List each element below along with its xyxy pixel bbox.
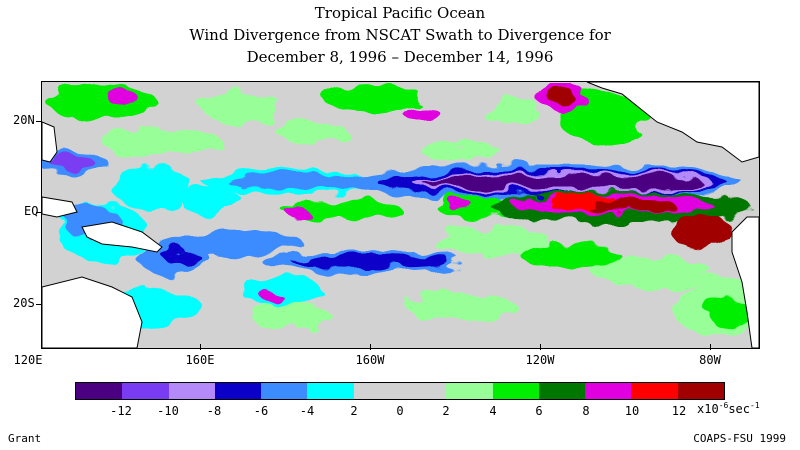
title-line-1: Tropical Pacific Ocean <box>314 4 486 22</box>
indonesia-land <box>42 196 78 218</box>
new-guinea-land <box>81 221 163 253</box>
colorbar-tick-label: 0 <box>396 404 404 418</box>
lon-tick <box>370 344 371 350</box>
footer-author: Grant <box>8 432 42 445</box>
philippines-land <box>42 121 58 163</box>
colorbar-swatch <box>307 383 354 399</box>
title-line-2: Wind Divergence from NSCAT Swath to Dive… <box>189 26 611 44</box>
lon-label-120w: 120W <box>525 353 555 367</box>
lat-label-20s: 20S <box>13 296 35 310</box>
colorbar-swatch <box>585 383 632 399</box>
australia-land <box>42 276 143 348</box>
colorbar-tick-label: -12 <box>110 404 132 418</box>
colorbar-swatch <box>168 383 215 399</box>
footer-credit: COAPS-FSU 1999 <box>693 432 786 445</box>
colorbar-tick-label: -4 <box>299 404 315 418</box>
divergence-map <box>41 81 760 349</box>
colorbar-swatch <box>631 383 678 399</box>
colorbar-swatch <box>353 383 400 399</box>
colorbar-swatch <box>492 383 539 399</box>
colorbar-swatch <box>538 383 586 399</box>
lon-tick <box>540 344 541 350</box>
lon-label-160w: 160W <box>355 353 385 367</box>
colorbar-tick-label: 10 <box>624 404 640 418</box>
lat-tick <box>36 212 42 213</box>
lat-tick <box>36 121 42 122</box>
central-america-land <box>586 82 759 163</box>
coastlines <box>42 82 759 348</box>
colorbar-tick-label: -6 <box>253 404 269 418</box>
lat-label-20n: 20N <box>13 113 35 127</box>
lon-tick <box>710 344 711 350</box>
colorbar-tick-label: 8 <box>582 404 590 418</box>
colorbar-tick-label: 12 <box>671 404 687 418</box>
colorbar-swatch <box>214 383 262 399</box>
colorbar-tick-label: 2 <box>350 404 358 418</box>
colorbar-tick-label: -8 <box>206 404 222 418</box>
lat-tick <box>36 304 42 305</box>
colorbar-swatch <box>399 383 447 399</box>
colorbar-tick-label: 4 <box>489 404 497 418</box>
colorbar-tick-label: -10 <box>157 404 179 418</box>
colorbar-swatch <box>76 383 123 399</box>
colorbar <box>75 382 725 400</box>
colorbar-swatch <box>677 383 724 399</box>
lon-label-120e: 120E <box>13 353 43 367</box>
lon-label-160e: 160E <box>185 353 215 367</box>
colorbar-units: x10-6sec-1 <box>697 401 760 416</box>
colorbar-swatch <box>446 383 493 399</box>
colorbar-swatch <box>261 383 308 399</box>
colorbar-tick-label: 6 <box>535 404 543 418</box>
colorbar-swatch <box>122 383 169 399</box>
south-america-land <box>731 216 759 348</box>
lon-label-80w: 80W <box>699 353 721 367</box>
title-line-3: December 8, 1996 – December 14, 1996 <box>246 48 554 66</box>
lon-tick <box>200 344 201 350</box>
lat-label-eq: EQ <box>24 204 39 218</box>
divergence-field <box>42 83 759 337</box>
colorbar-tick-label: 2 <box>442 404 450 418</box>
